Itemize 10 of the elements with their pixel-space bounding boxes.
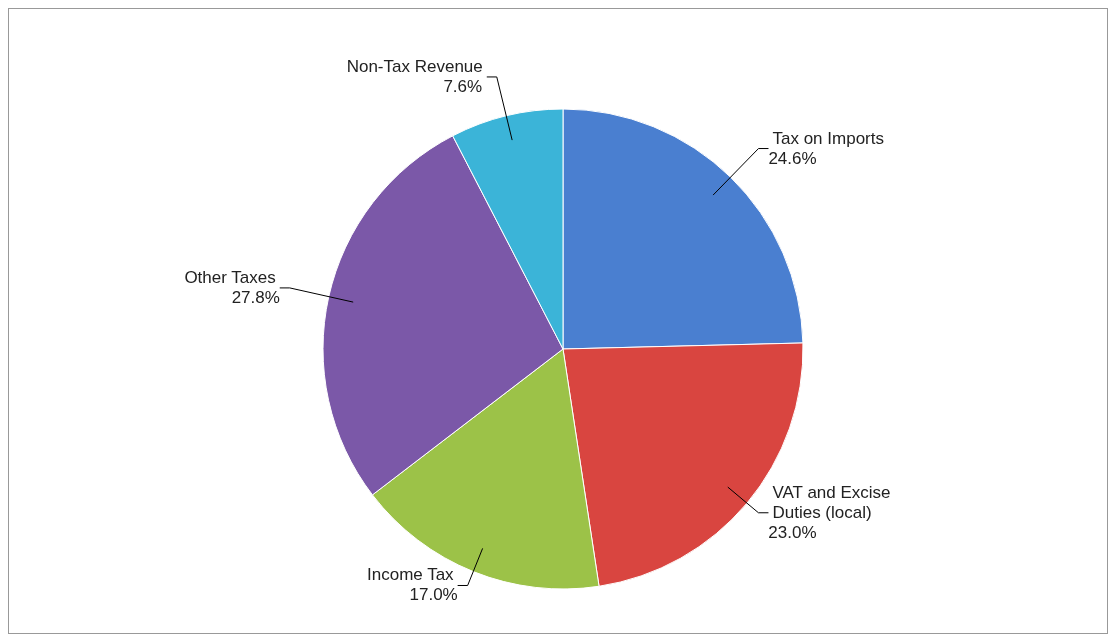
data-label: 17.0% xyxy=(409,585,458,605)
data-label: 23.0% xyxy=(768,522,817,542)
slice-label: Tax on Imports xyxy=(772,128,884,148)
data-label: 24.6% xyxy=(768,148,817,168)
slice-label: Income Tax xyxy=(367,565,455,585)
slice-label: Other Taxes xyxy=(184,267,276,287)
slice-label: VAT and Excise Duties (local) xyxy=(772,482,891,522)
data-label: 7.6% xyxy=(443,76,483,96)
data-label: 27.8% xyxy=(231,287,280,307)
slice-label: Non-Tax Revenue xyxy=(346,56,483,76)
